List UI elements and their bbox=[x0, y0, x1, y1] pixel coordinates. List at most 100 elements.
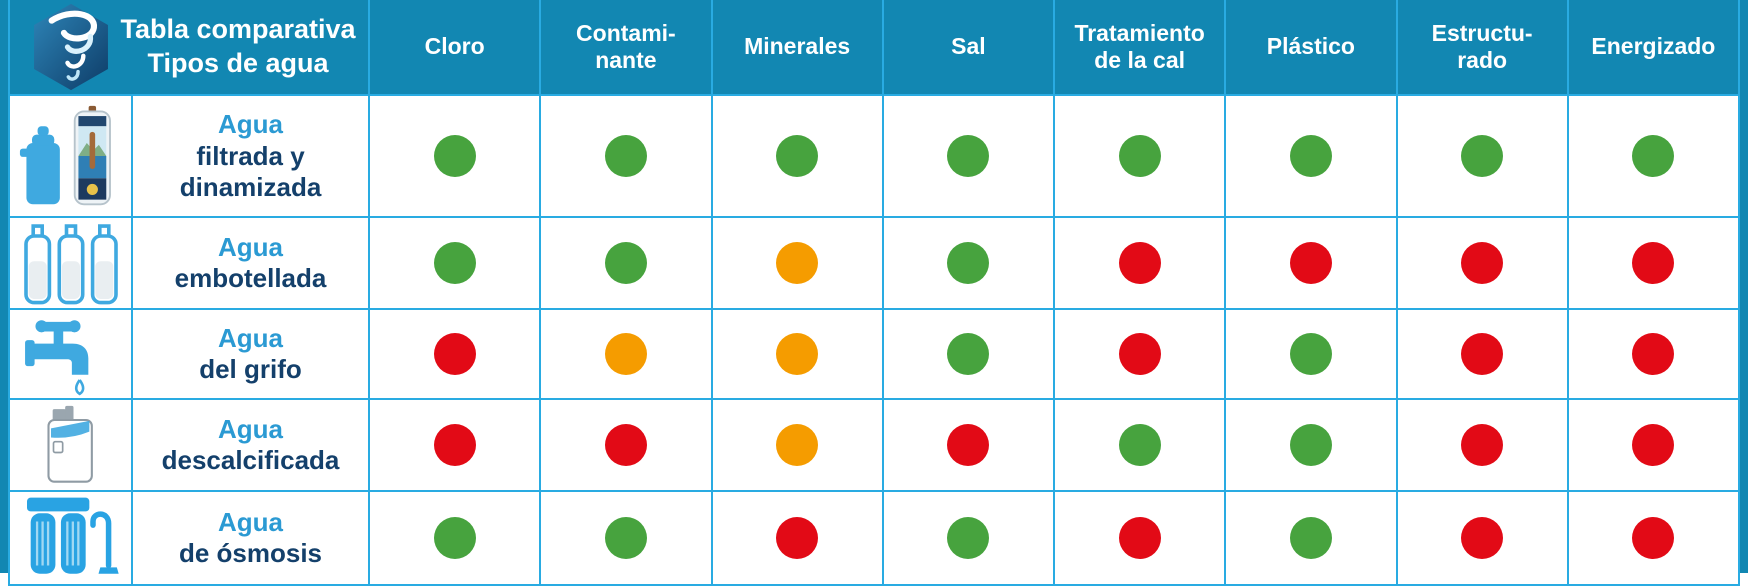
red-dot-icon bbox=[1289, 242, 1332, 284]
status-cell bbox=[1224, 490, 1398, 586]
row-label: Agua del grifo bbox=[131, 308, 370, 400]
green-dot-icon bbox=[1461, 135, 1504, 177]
status-cell bbox=[367, 490, 542, 586]
red-dot-icon bbox=[433, 424, 476, 466]
green-dot-icon bbox=[433, 242, 476, 284]
red-dot-icon bbox=[1461, 517, 1504, 559]
row-label-name: descalcificada bbox=[161, 445, 340, 476]
green-dot-icon bbox=[1289, 135, 1332, 177]
row-label: Agua filtrada y dinamizada bbox=[131, 94, 370, 218]
table-row: Agua del grifo bbox=[8, 308, 1741, 400]
red-dot-icon bbox=[433, 333, 476, 375]
row-label-accent: Agua bbox=[218, 413, 283, 444]
row-label: Agua descalcificada bbox=[131, 398, 370, 492]
status-cell bbox=[881, 94, 1056, 218]
green-dot-icon bbox=[1632, 135, 1675, 177]
water-vortex-logo bbox=[24, 3, 118, 91]
status-cell bbox=[539, 94, 713, 218]
green-dot-icon bbox=[1289, 333, 1332, 375]
bottled-water-icon bbox=[8, 216, 133, 310]
status-cell bbox=[539, 490, 713, 586]
green-dot-icon bbox=[1289, 517, 1332, 559]
green-dot-icon bbox=[947, 517, 990, 559]
status-cell bbox=[710, 398, 884, 492]
header-row: Tabla comparativa Tipos de agua Cloro Con… bbox=[8, 0, 1741, 96]
green-dot-icon bbox=[1118, 424, 1161, 466]
red-dot-icon bbox=[1461, 424, 1504, 466]
status-cell bbox=[710, 216, 884, 310]
orange-dot-icon bbox=[776, 424, 819, 466]
green-dot-icon bbox=[1289, 424, 1332, 466]
red-dot-icon bbox=[1118, 333, 1161, 375]
status-cell bbox=[1052, 94, 1227, 218]
column-header-4: Sal bbox=[881, 0, 1056, 96]
red-dot-icon bbox=[1118, 517, 1161, 559]
row-label-accent: Agua bbox=[218, 109, 283, 140]
status-cell bbox=[1052, 398, 1227, 492]
green-dot-icon bbox=[947, 135, 990, 177]
status-cell bbox=[1566, 308, 1741, 400]
row-label: Agua embotellada bbox=[131, 216, 370, 310]
table-row: Agua embotellada bbox=[8, 216, 1741, 310]
status-cell bbox=[367, 216, 542, 310]
status-cell bbox=[1566, 490, 1741, 586]
red-dot-icon bbox=[1632, 424, 1675, 466]
comparison-table: Tabla comparativa Tipos de agua Cloro Con… bbox=[8, 0, 1741, 586]
table-title: Tabla comparativa Tipos de agua bbox=[120, 14, 356, 78]
status-cell bbox=[881, 398, 1056, 492]
table-body: Agua filtrada y dinamizada Agua embotellada… bbox=[8, 94, 1741, 586]
status-cell bbox=[1224, 94, 1398, 218]
row-label-name: de ósmosis bbox=[178, 538, 323, 569]
status-cell bbox=[1395, 490, 1569, 586]
status-cell bbox=[539, 398, 713, 492]
status-cell bbox=[367, 398, 542, 492]
status-cell bbox=[1052, 490, 1227, 586]
status-cell bbox=[710, 94, 884, 218]
green-dot-icon bbox=[433, 517, 476, 559]
status-cell bbox=[881, 490, 1056, 586]
red-dot-icon bbox=[1632, 242, 1675, 284]
status-cell bbox=[710, 490, 884, 586]
status-cell bbox=[367, 94, 542, 218]
orange-dot-icon bbox=[604, 333, 647, 375]
tap-water-icon bbox=[8, 308, 133, 400]
status-cell bbox=[1566, 94, 1741, 218]
status-cell bbox=[1395, 398, 1569, 492]
row-label-accent: Agua bbox=[218, 231, 283, 262]
green-dot-icon bbox=[1118, 135, 1161, 177]
row-label-accent: Agua bbox=[218, 322, 283, 353]
green-dot-icon bbox=[604, 135, 647, 177]
table-row: Agua descalcificada bbox=[8, 398, 1741, 492]
status-cell bbox=[1224, 398, 1398, 492]
column-header-8: Energizado bbox=[1566, 0, 1741, 96]
row-label-name: filtrada y dinamizada bbox=[179, 140, 322, 203]
softened-water-icon bbox=[8, 398, 133, 492]
red-dot-icon bbox=[1461, 333, 1504, 375]
status-cell bbox=[1395, 216, 1569, 310]
red-dot-icon bbox=[1632, 333, 1675, 375]
column-header-7: Estructu- rado bbox=[1395, 0, 1569, 96]
osmosis-water-icon bbox=[8, 490, 133, 586]
table-row: Agua filtrada y dinamizada bbox=[8, 94, 1741, 218]
table-title-cell: Tabla comparativa Tipos de agua bbox=[8, 0, 370, 96]
table-row: Agua de ósmosis bbox=[8, 490, 1741, 586]
green-dot-icon bbox=[604, 517, 647, 559]
status-cell bbox=[1224, 308, 1398, 400]
row-label-name: embotellada bbox=[174, 263, 327, 294]
status-cell bbox=[1566, 216, 1741, 310]
green-dot-icon bbox=[776, 135, 819, 177]
row-label-name: del grifo bbox=[199, 354, 302, 385]
orange-dot-icon bbox=[776, 242, 819, 284]
column-header-3: Minerales bbox=[710, 0, 884, 96]
column-header-2: Contami- nante bbox=[539, 0, 713, 96]
red-dot-icon bbox=[604, 424, 647, 466]
status-cell bbox=[1395, 94, 1569, 218]
status-cell bbox=[1224, 216, 1398, 310]
row-label-accent: Agua bbox=[218, 506, 283, 537]
column-header-5: Tratamiento de la cal bbox=[1052, 0, 1227, 96]
status-cell bbox=[539, 216, 713, 310]
green-dot-icon bbox=[947, 242, 990, 284]
green-dot-icon bbox=[604, 242, 647, 284]
status-cell bbox=[881, 216, 1056, 310]
